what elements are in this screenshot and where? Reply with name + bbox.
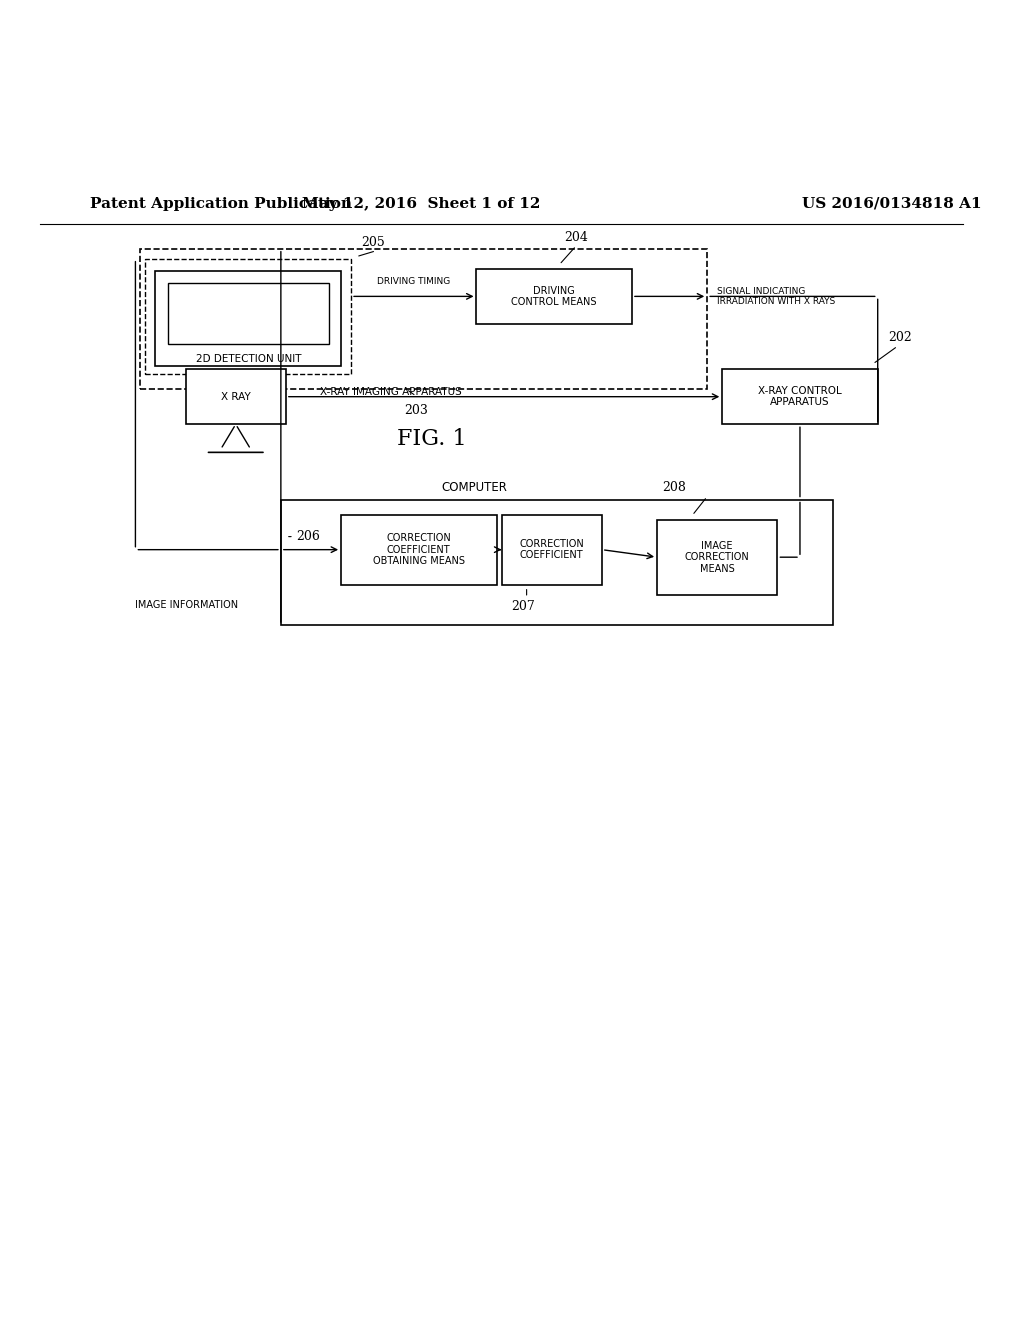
Text: 208: 208: [663, 482, 686, 495]
Text: CORRECTION
COEFFICIENT: CORRECTION COEFFICIENT: [519, 539, 584, 561]
FancyBboxPatch shape: [145, 259, 351, 374]
Text: FIG. 1: FIG. 1: [396, 428, 466, 450]
Text: DRIVING
CONTROL MEANS: DRIVING CONTROL MEANS: [511, 285, 597, 308]
Text: May 12, 2016  Sheet 1 of 12: May 12, 2016 Sheet 1 of 12: [302, 197, 541, 211]
FancyBboxPatch shape: [722, 370, 878, 424]
Text: 202: 202: [888, 331, 911, 345]
Text: US 2016/0134818 A1: US 2016/0134818 A1: [803, 197, 982, 211]
Text: X-RAY IMAGING APPARATUS: X-RAY IMAGING APPARATUS: [321, 387, 462, 397]
Text: IMAGE INFORMATION: IMAGE INFORMATION: [135, 599, 239, 610]
Text: 201: 201: [228, 331, 253, 345]
FancyBboxPatch shape: [185, 370, 286, 424]
FancyBboxPatch shape: [657, 520, 777, 595]
Text: Patent Application Publication: Patent Application Publication: [90, 197, 352, 211]
Text: COMPUTER: COMPUTER: [441, 482, 507, 495]
FancyBboxPatch shape: [140, 248, 708, 389]
Text: X-RAY CONTROL
APPARATUS: X-RAY CONTROL APPARATUS: [758, 385, 842, 408]
Text: 2D DETECTION UNIT: 2D DETECTION UNIT: [196, 354, 301, 364]
Text: CORRECTION
COEFFICIENT
OBTAINING MEANS: CORRECTION COEFFICIENT OBTAINING MEANS: [373, 533, 465, 566]
Text: 203: 203: [404, 404, 428, 417]
FancyBboxPatch shape: [476, 269, 632, 323]
Text: 206: 206: [296, 531, 319, 543]
FancyBboxPatch shape: [281, 499, 833, 624]
Text: DRIVING TIMING: DRIVING TIMING: [377, 277, 451, 286]
Text: 207: 207: [512, 599, 536, 612]
FancyBboxPatch shape: [168, 282, 329, 345]
Text: 205: 205: [361, 236, 385, 248]
FancyBboxPatch shape: [341, 515, 497, 585]
FancyBboxPatch shape: [156, 271, 341, 366]
Text: IMAGE
CORRECTION
MEANS: IMAGE CORRECTION MEANS: [685, 541, 750, 574]
FancyBboxPatch shape: [502, 515, 602, 585]
Text: X RAY: X RAY: [221, 392, 251, 401]
Text: 204: 204: [564, 231, 588, 244]
Text: SIGNAL INDICATING
IRRADIATION WITH X RAYS: SIGNAL INDICATING IRRADIATION WITH X RAY…: [717, 286, 836, 306]
